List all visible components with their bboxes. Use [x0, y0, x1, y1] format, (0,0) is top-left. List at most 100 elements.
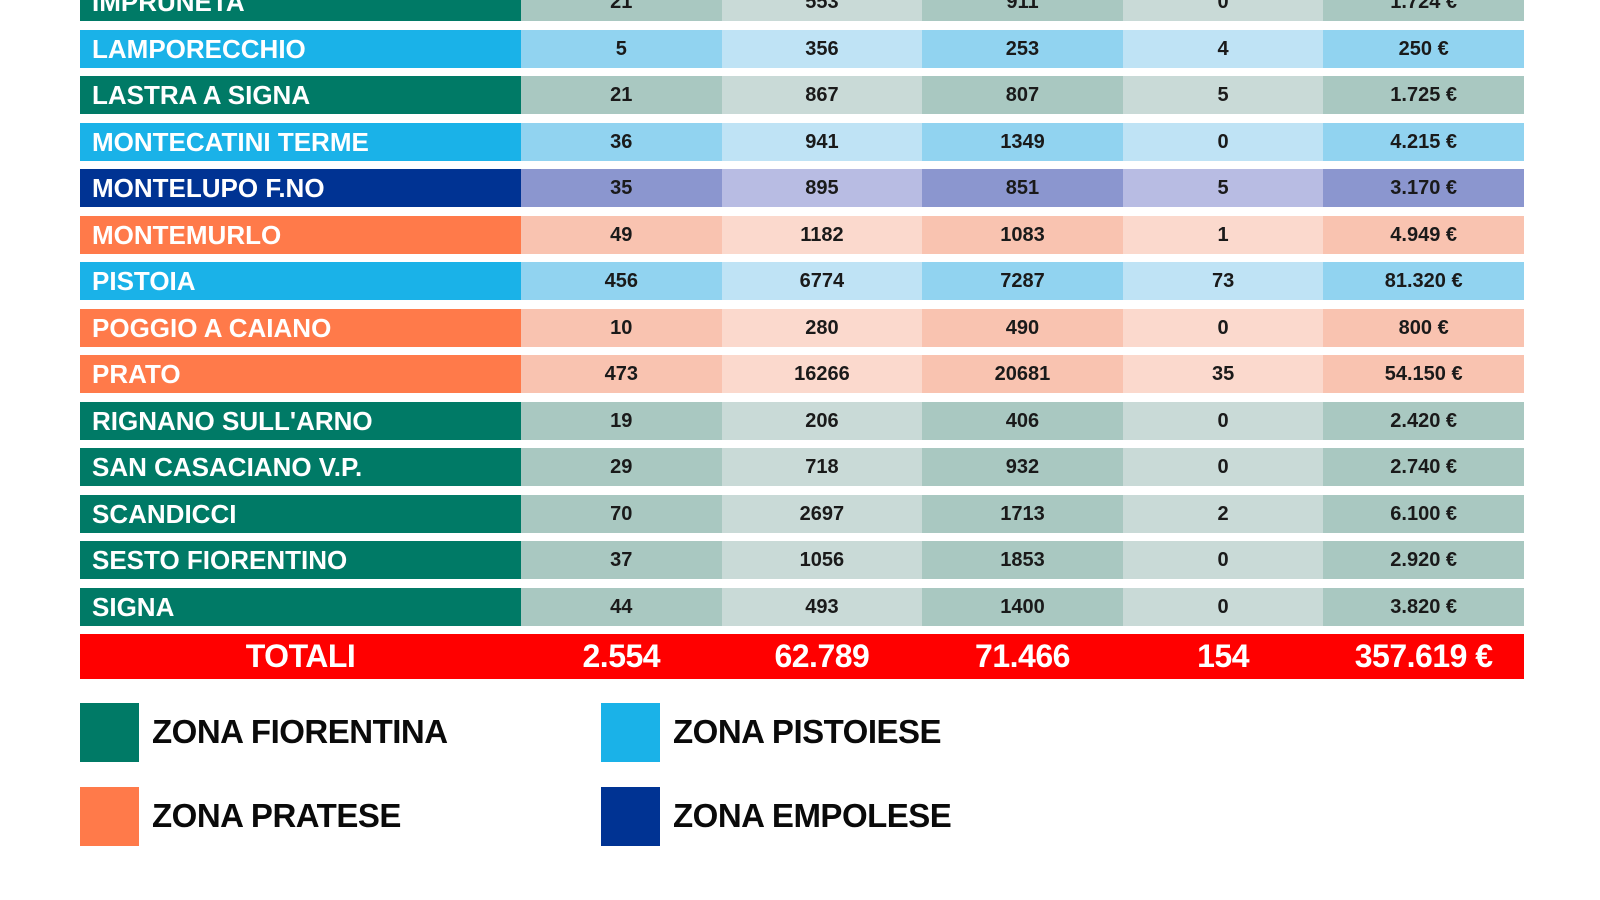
table-cell-col5: 1.725 €	[1323, 76, 1524, 114]
table-cell-col1: 5	[521, 29, 722, 68]
legend-item-pistoiese: ZONA PISTOIESE	[601, 702, 942, 762]
municipality-name: MONTELUPO F.NO	[80, 169, 521, 207]
table-row: PRATO 473 16266 20681 35 54.150 €	[80, 355, 1524, 393]
table-cell-col4: 35	[1122, 355, 1324, 393]
table-row: LASTRA A SIGNA 21 867 807 5 1.725 €	[80, 76, 1524, 114]
table-cell-col2: 16266	[721, 355, 923, 393]
table-row: MONTECATINI TERME 36 941 1349 0 4.215 €	[80, 122, 1524, 161]
table-cell-col2: 553	[721, 0, 923, 21]
municipality-name: MONTEMURLO	[80, 215, 521, 254]
municipality-name: SESTO FIORENTINO	[80, 541, 521, 579]
legend-item-fiorentina: ZONA FIORENTINA	[80, 702, 448, 762]
legend-label: ZONA PRATESE	[152, 797, 401, 834]
legend-swatch	[601, 786, 660, 846]
table-cell-col2: 1056	[721, 541, 923, 579]
table-cell-col1: 35	[521, 169, 722, 207]
table-cell-col4: 0	[1122, 0, 1324, 21]
table-cell-col4: 5	[1122, 169, 1324, 207]
table-cell-col2: 356	[721, 29, 923, 68]
legend-item-pratese: ZONA PRATESE	[80, 786, 401, 846]
table-cell-col4: 73	[1122, 262, 1324, 300]
table-cell-col1: 19	[521, 401, 722, 440]
table-cell-col2: 1182	[721, 215, 923, 254]
legend-swatch	[601, 702, 660, 762]
table-row: PISTOIA 456 6774 7287 73 81.320 €	[80, 262, 1524, 300]
totals-label: TOTALI	[245, 638, 356, 674]
table-row: SAN CASACIANO V.P. 29 718 932 0 2.740 €	[80, 448, 1524, 486]
municipality-name: SAN CASACIANO V.P.	[80, 448, 521, 486]
table-cell-col4: 0	[1122, 541, 1324, 579]
table-cell-col1: 44	[521, 587, 722, 626]
table-cell-col4: 0	[1122, 122, 1324, 161]
legend-item-empolese: ZONA EMPOLESE	[601, 786, 952, 846]
table-cell-col4: 0	[1122, 308, 1324, 347]
table-cell-col2: 718	[721, 448, 923, 486]
table-cell-col2: 493	[721, 587, 923, 626]
table-cell-col2: 941	[721, 122, 923, 161]
table-row: MONTELUPO F.NO 35 895 851 5 3.170 €	[80, 169, 1524, 207]
legend-label: ZONA PISTOIESE	[673, 713, 942, 750]
table-cell-col5: 81.320 €	[1323, 262, 1524, 300]
table-row: SESTO FIORENTINO 37 1056 1853 0 2.920 €	[80, 541, 1524, 579]
totals-cell-col2: 62.789	[774, 638, 870, 674]
municipality-name: LASTRA A SIGNA	[80, 76, 521, 114]
zone-legend: ZONA FIORENTINA ZONA PISTOIESE ZONA PRATES…	[80, 702, 1080, 852]
totals-cell-col3: 71.466	[975, 638, 1070, 674]
table-cell-col3: 20681	[922, 355, 1123, 393]
totals-cell-col5: 357.619 €	[1354, 638, 1493, 674]
table-cell-col1: 49	[521, 215, 722, 254]
table-cell-col1: 473	[521, 355, 722, 393]
table-cell-col4: 0	[1122, 448, 1324, 486]
table-cell-col5: 4.949 €	[1323, 215, 1524, 254]
table-cell-col1: 456	[521, 262, 722, 300]
table-row: SIGNA 44 493 1400 0 3.820 €	[80, 587, 1524, 626]
data-table: IMPRUNETA 21 553 911 0 1.724 € LAMPORECCHIO 5 35…	[80, 0, 1524, 688]
table-cell-col4: 0	[1122, 587, 1324, 626]
table-cell-col2: 2697	[721, 494, 923, 533]
table-cell-col2: 280	[721, 308, 923, 347]
table-cell-col3: 807	[922, 76, 1123, 114]
table-cell-col3: 253	[922, 29, 1123, 68]
table-cell-col2: 206	[721, 401, 923, 440]
table-cell-col3: 1853	[922, 541, 1123, 579]
table-cell-col3: 1713	[922, 494, 1123, 533]
totals-row: TOTALI 2.554 62.789 71.466 154 357.619 €	[80, 634, 1524, 679]
table-cell-col3: 1349	[922, 122, 1123, 161]
table-cell-col3: 932	[922, 448, 1123, 486]
table-cell-col4: 0	[1122, 401, 1324, 440]
table-cell-col5: 2.740 €	[1323, 448, 1524, 486]
legend-swatch	[80, 786, 139, 846]
table-cell-col5: 3.820 €	[1323, 587, 1524, 626]
table-cell-col2: 6774	[721, 262, 923, 300]
table-cell-col1: 21	[521, 0, 722, 21]
municipality-name: PRATO	[80, 355, 521, 393]
municipality-name: SIGNA	[80, 587, 521, 626]
municipality-name: POGGIO A CAIANO	[80, 308, 521, 347]
legend-label: ZONA EMPOLESE	[673, 797, 952, 834]
table-cell-col3: 911	[922, 0, 1123, 21]
municipality-name: IMPRUNETA	[80, 0, 521, 21]
table-cell-col1: 37	[521, 541, 722, 579]
table-cell-col5: 2.420 €	[1323, 401, 1524, 440]
table-cell-col3: 406	[922, 401, 1123, 440]
totals-cell-col1: 2.554	[582, 638, 661, 674]
table-cell-col4: 5	[1122, 76, 1324, 114]
table-row: LAMPORECCHIO 5 356 253 4 250 €	[80, 29, 1524, 68]
municipality-name: MONTECATINI TERME	[80, 122, 521, 161]
table-cell-col1: 21	[521, 76, 722, 114]
table-cell-col5: 1.724 €	[1323, 0, 1524, 21]
table-cell-col5: 800 €	[1323, 308, 1524, 347]
table-cell-col1: 10	[521, 308, 722, 347]
municipality-name: PISTOIA	[80, 262, 521, 300]
table-cell-col3: 7287	[922, 262, 1123, 300]
table-cell-col5: 250 €	[1323, 29, 1524, 68]
table-cell-col2: 895	[721, 169, 923, 207]
legend-swatch	[80, 702, 139, 762]
table-row: POGGIO A CAIANO 10 280 490 0 800 €	[80, 308, 1524, 347]
legend-label: ZONA FIORENTINA	[152, 713, 448, 750]
totals-cell-col4: 154	[1197, 638, 1250, 674]
table-cell-col1: 70	[521, 494, 722, 533]
municipality-name: SCANDICCI	[80, 494, 521, 533]
table-cell-col4: 1	[1122, 215, 1324, 254]
